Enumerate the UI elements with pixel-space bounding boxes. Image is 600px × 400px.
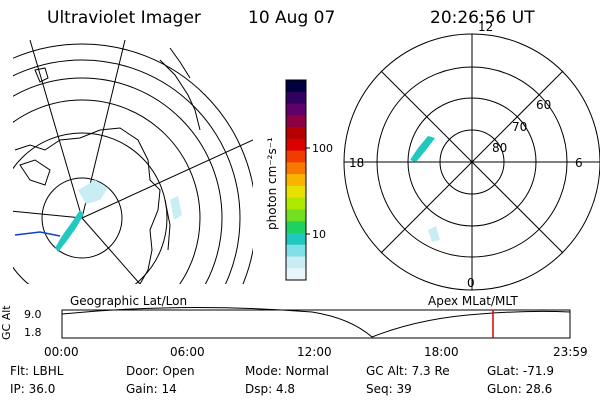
geo-lat-circle <box>13 99 201 284</box>
altitude-xtick: 00:00 <box>44 345 79 359</box>
info-glat: GLat: -71.9 <box>487 364 554 378</box>
coastline <box>34 67 49 83</box>
geo-meridian <box>81 139 253 219</box>
colorbar-swatch <box>286 138 306 152</box>
mlat-label-60: 60 <box>536 98 552 112</box>
mlt-label-12: 12 <box>478 20 494 34</box>
altitude-ylabel: GC Alt <box>0 305 13 340</box>
altitude-ytick-low: 1.8 <box>24 326 42 339</box>
mlt-diagonal <box>380 70 564 254</box>
colorbar-swatch <box>286 197 306 210</box>
colorbar-swatch <box>286 91 306 105</box>
geo-meridian <box>29 39 83 219</box>
mlat-label-70: 70 <box>512 120 528 134</box>
info-mode: Mode: Normal <box>245 364 329 378</box>
coastline <box>159 59 201 131</box>
instrument-title: Ultraviolet Imager <box>47 8 201 28</box>
altitude-curve <box>61 306 571 338</box>
coastline <box>169 47 191 79</box>
colorbar-swatch <box>286 80 306 93</box>
colorbar-swatch <box>286 209 306 222</box>
mlt-label-6: 6 <box>575 156 583 170</box>
info-seq: Seq: 39 <box>366 382 412 396</box>
colorbar-swatch <box>286 232 306 246</box>
aurora-emission <box>428 226 440 242</box>
coastline-ice-shelf <box>14 231 61 237</box>
mlt-label-0: 0 <box>467 276 475 290</box>
colorbar-swatch <box>286 268 306 281</box>
info-gain: Gain: 14 <box>126 382 177 396</box>
aurora-emission <box>78 180 108 204</box>
colorbar-swatch <box>286 127 306 140</box>
colorbar-swatch <box>286 150 306 163</box>
colorbar-swatch <box>286 174 306 187</box>
colorbar-swatch <box>286 185 306 199</box>
coastline <box>14 127 161 284</box>
geo-meridian <box>81 217 141 284</box>
colorbar-tick-100: 100 <box>312 142 333 155</box>
geo-lat-circle <box>13 132 168 284</box>
aurora-emission <box>170 196 182 220</box>
colorbar-swatch <box>286 162 306 175</box>
info-ip: IP: 36.0 <box>10 382 56 396</box>
geo-lat-circle <box>13 43 253 284</box>
colorbar-swatch <box>286 103 306 116</box>
geo-lat-circle <box>13 77 223 284</box>
mag-panel-label: Apex MLat/MLT <box>428 294 518 308</box>
info-flt: Flt: LBHL <box>10 364 64 378</box>
info-door: Door: Open <box>126 364 195 378</box>
colorbar-swatch <box>286 221 306 234</box>
mlt-label-18: 18 <box>349 156 365 170</box>
image-date: 10 Aug 07 <box>248 8 336 28</box>
altitude-xtick: 12:00 <box>297 345 332 359</box>
colorbar-swatch <box>286 256 306 269</box>
colorbar-swatch <box>286 115 306 128</box>
mlat-label-80: 80 <box>492 141 508 155</box>
geo-lat-circle <box>41 177 123 259</box>
altitude-strip-frame <box>61 309 571 339</box>
altitude-xtick: 18:00 <box>424 345 459 359</box>
colorbar-swatch <box>286 244 306 257</box>
info-glon: GLon: 28.6 <box>487 382 553 396</box>
aurora-emission <box>410 136 435 162</box>
aurora-emission <box>55 210 84 252</box>
colorbar <box>285 79 310 281</box>
coastline <box>19 159 51 186</box>
colorbar-tick-10: 10 <box>312 228 326 241</box>
image-time: 20:26:56 UT <box>430 8 535 28</box>
geo-lat-circle <box>13 59 241 284</box>
altitude-xtick: 06:00 <box>170 345 205 359</box>
info-gcalt: GC Alt: 7.3 Re <box>366 364 450 378</box>
altitude-xtick: 23:59 <box>553 345 588 359</box>
colorbar-frame <box>285 79 307 281</box>
altitude-ytick-high: 9.0 <box>24 308 42 321</box>
info-dsp: Dsp: 4.8 <box>245 382 296 396</box>
geo-meridian <box>13 210 83 219</box>
geo-panel-label: Geographic Lat/Lon <box>70 294 188 308</box>
coastline <box>164 199 171 251</box>
